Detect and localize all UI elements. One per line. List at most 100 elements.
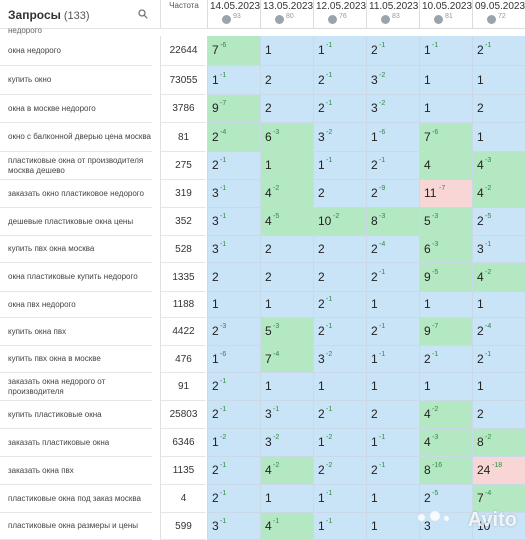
frequency-header[interactable]: Частота <box>160 0 207 29</box>
position-cell[interactable]: 1 <box>472 123 525 152</box>
date-column-header[interactable]: 09.05.2023 72 <box>472 0 525 29</box>
position-cell[interactable]: 2 -1 <box>207 373 260 401</box>
position-cell[interactable]: 3 -1 <box>207 180 260 208</box>
position-cell[interactable]: 1 <box>419 292 472 318</box>
table-row[interactable]: дешевые пластиковые окна цены 352 3 -1 4 -5 10… <box>0 208 525 236</box>
query-keyword[interactable]: окна пвх недорого <box>0 292 152 318</box>
position-cell[interactable]: 2 -4 <box>472 318 525 346</box>
position-cell[interactable]: 3 -2 <box>313 123 366 152</box>
query-keyword[interactable]: окно с балконной дверью цена москва <box>0 123 152 152</box>
position-cell[interactable]: 2 -4 <box>207 123 260 152</box>
position-cell[interactable]: 2 -9 <box>366 180 419 208</box>
position-cell[interactable]: 2 -1 <box>313 66 366 95</box>
position-cell[interactable]: 2 <box>472 95 525 123</box>
position-cell[interactable]: 1 -1 <box>313 152 366 180</box>
position-cell[interactable]: 2 <box>366 401 419 429</box>
position-cell[interactable]: 4 <box>419 152 472 180</box>
position-cell[interactable]: 4 -2 <box>260 457 313 485</box>
position-cell[interactable]: 2 -1 <box>366 318 419 346</box>
position-cell[interactable]: 2 <box>313 180 366 208</box>
query-keyword[interactable]: окна пластиковые купить недорого <box>0 263 152 292</box>
query-keyword[interactable]: дешевые пластиковые окна цены <box>0 208 152 236</box>
table-row[interactable]: окно с балконной дверью цена москва 81 2 -4… <box>0 123 525 152</box>
query-keyword[interactable]: пластиковые окна размеры и цены <box>0 513 152 540</box>
search-icon[interactable] <box>138 9 148 19</box>
position-cell[interactable]: 1 <box>260 485 313 513</box>
date-column-header[interactable]: 10.05.2023 81 <box>419 0 473 29</box>
position-cell[interactable]: 1 -2 <box>207 429 260 457</box>
position-cell[interactable]: 2 <box>472 401 525 429</box>
position-cell[interactable]: 1 -1 <box>313 36 366 66</box>
position-cell[interactable]: 3 -1 <box>260 401 313 429</box>
position-cell[interactable]: 1 <box>207 292 260 318</box>
position-cell[interactable]: 1 -1 <box>366 429 419 457</box>
position-cell[interactable]: 4 -2 <box>419 401 472 429</box>
position-cell[interactable]: 24 -18 <box>472 457 525 485</box>
table-row[interactable]: купить пвх окна москва 528 3 -1 2 2 2 -4 6 -3 3 -1 <box>0 236 525 263</box>
position-cell[interactable]: 4 -3 <box>419 429 472 457</box>
position-cell[interactable]: 3 -2 <box>366 95 419 123</box>
position-cell[interactable]: 3 -2 <box>313 346 366 373</box>
position-cell[interactable]: 1 -1 <box>419 36 472 66</box>
table-row[interactable]: окна пластиковые купить недорого 1335 2 2 2 2… <box>0 263 525 292</box>
table-row[interactable]: купить окна пвх 4422 2 -3 5 -3 2 -1 2 -1 9 -7 2 -4 <box>0 318 525 346</box>
date-column-header[interactable]: 11.05.2023 83 <box>366 0 420 29</box>
position-cell[interactable]: 7 -6 <box>419 123 472 152</box>
position-cell[interactable]: 1 -6 <box>207 346 260 373</box>
position-cell[interactable]: 2 -1 <box>366 457 419 485</box>
position-cell[interactable]: 2 <box>260 263 313 292</box>
position-cell[interactable]: 1 -1 <box>207 66 260 95</box>
table-row[interactable]: пластиковые окна от производителя москва… <box>0 152 525 180</box>
date-column-header[interactable]: 13.05.2023 80 <box>260 0 314 29</box>
position-cell[interactable]: 2 -1 <box>207 485 260 513</box>
table-row[interactable]: заказать окно пластиковое недорого 319 3 -1… <box>0 180 525 208</box>
position-cell[interactable]: 1 <box>313 373 366 401</box>
position-cell[interactable]: 7 -4 <box>472 485 525 513</box>
position-cell[interactable]: 2 -1 <box>366 152 419 180</box>
table-row[interactable]: окна пвх недорого 1188 1 1 2 -1 1 1 1 <box>0 292 525 318</box>
position-cell[interactable]: 2 -1 <box>472 346 525 373</box>
position-cell[interactable]: 1 <box>260 292 313 318</box>
position-cell[interactable]: 2 -1 <box>207 152 260 180</box>
position-cell[interactable]: 1 <box>366 373 419 401</box>
table-row[interactable]: купить пвх окна в москве 476 1 -6 7 -4 3 -2 1 -1 2… <box>0 346 525 373</box>
position-cell[interactable]: 7 -4 <box>260 346 313 373</box>
position-cell[interactable]: 1 <box>260 36 313 66</box>
query-keyword[interactable]: заказать окно пластиковое недорого <box>0 180 152 208</box>
position-cell[interactable]: 1 -1 <box>313 485 366 513</box>
position-cell[interactable]: 5 -3 <box>260 318 313 346</box>
position-cell[interactable]: 2 -1 <box>472 36 525 66</box>
position-cell[interactable]: 9 -5 <box>419 263 472 292</box>
query-keyword[interactable]: заказать окна недорого от производителя <box>0 373 152 401</box>
position-cell[interactable]: 2 -4 <box>366 236 419 263</box>
position-cell[interactable]: 8 -2 <box>472 429 525 457</box>
position-cell[interactable]: 9 -7 <box>419 318 472 346</box>
position-cell[interactable]: 7 -6 <box>207 36 260 66</box>
date-column-header[interactable]: 14.05.2023 93 <box>207 0 261 29</box>
position-cell[interactable]: 4 -2 <box>472 180 525 208</box>
table-row[interactable]: купить пластиковые окна 25803 2 -1 3 -1 2 -1 2 4-… <box>0 401 525 429</box>
table-row[interactable]: пластиковые окна размеры и цены 599 3 -1 4 -1… <box>0 513 525 540</box>
position-cell[interactable]: 1 <box>472 292 525 318</box>
position-cell[interactable]: 8 -16 <box>419 457 472 485</box>
query-keyword[interactable]: купить пвх окна москва <box>0 236 152 263</box>
position-cell[interactable]: 4 -2 <box>260 180 313 208</box>
position-cell[interactable]: 1 <box>366 513 419 540</box>
query-keyword[interactable]: пластиковые окна под заказ москва <box>0 485 152 513</box>
position-cell[interactable]: 4 -3 <box>472 152 525 180</box>
position-cell[interactable]: 2 -1 <box>313 292 366 318</box>
position-cell[interactable]: 1 <box>419 66 472 95</box>
position-cell[interactable]: 5 -3 <box>419 208 472 236</box>
query-keyword[interactable]: купить окно <box>0 66 152 95</box>
position-cell[interactable]: 8 -3 <box>366 208 419 236</box>
position-cell[interactable]: 2 <box>260 66 313 95</box>
position-cell[interactable]: 3 -1 <box>207 208 260 236</box>
position-cell[interactable]: 2 -1 <box>313 318 366 346</box>
position-cell[interactable]: 2 -5 <box>472 208 525 236</box>
position-cell[interactable]: 2 <box>313 263 366 292</box>
query-keyword[interactable]: купить окна пвх <box>0 318 152 346</box>
position-cell[interactable]: 9 -7 <box>207 95 260 123</box>
position-cell[interactable]: 4 -5 <box>260 208 313 236</box>
position-cell[interactable]: 1 <box>260 373 313 401</box>
table-row[interactable]: окна недорого 22644 7 -6 1 1 -1 2 -1 1 -1 2 -1 <box>0 36 525 66</box>
